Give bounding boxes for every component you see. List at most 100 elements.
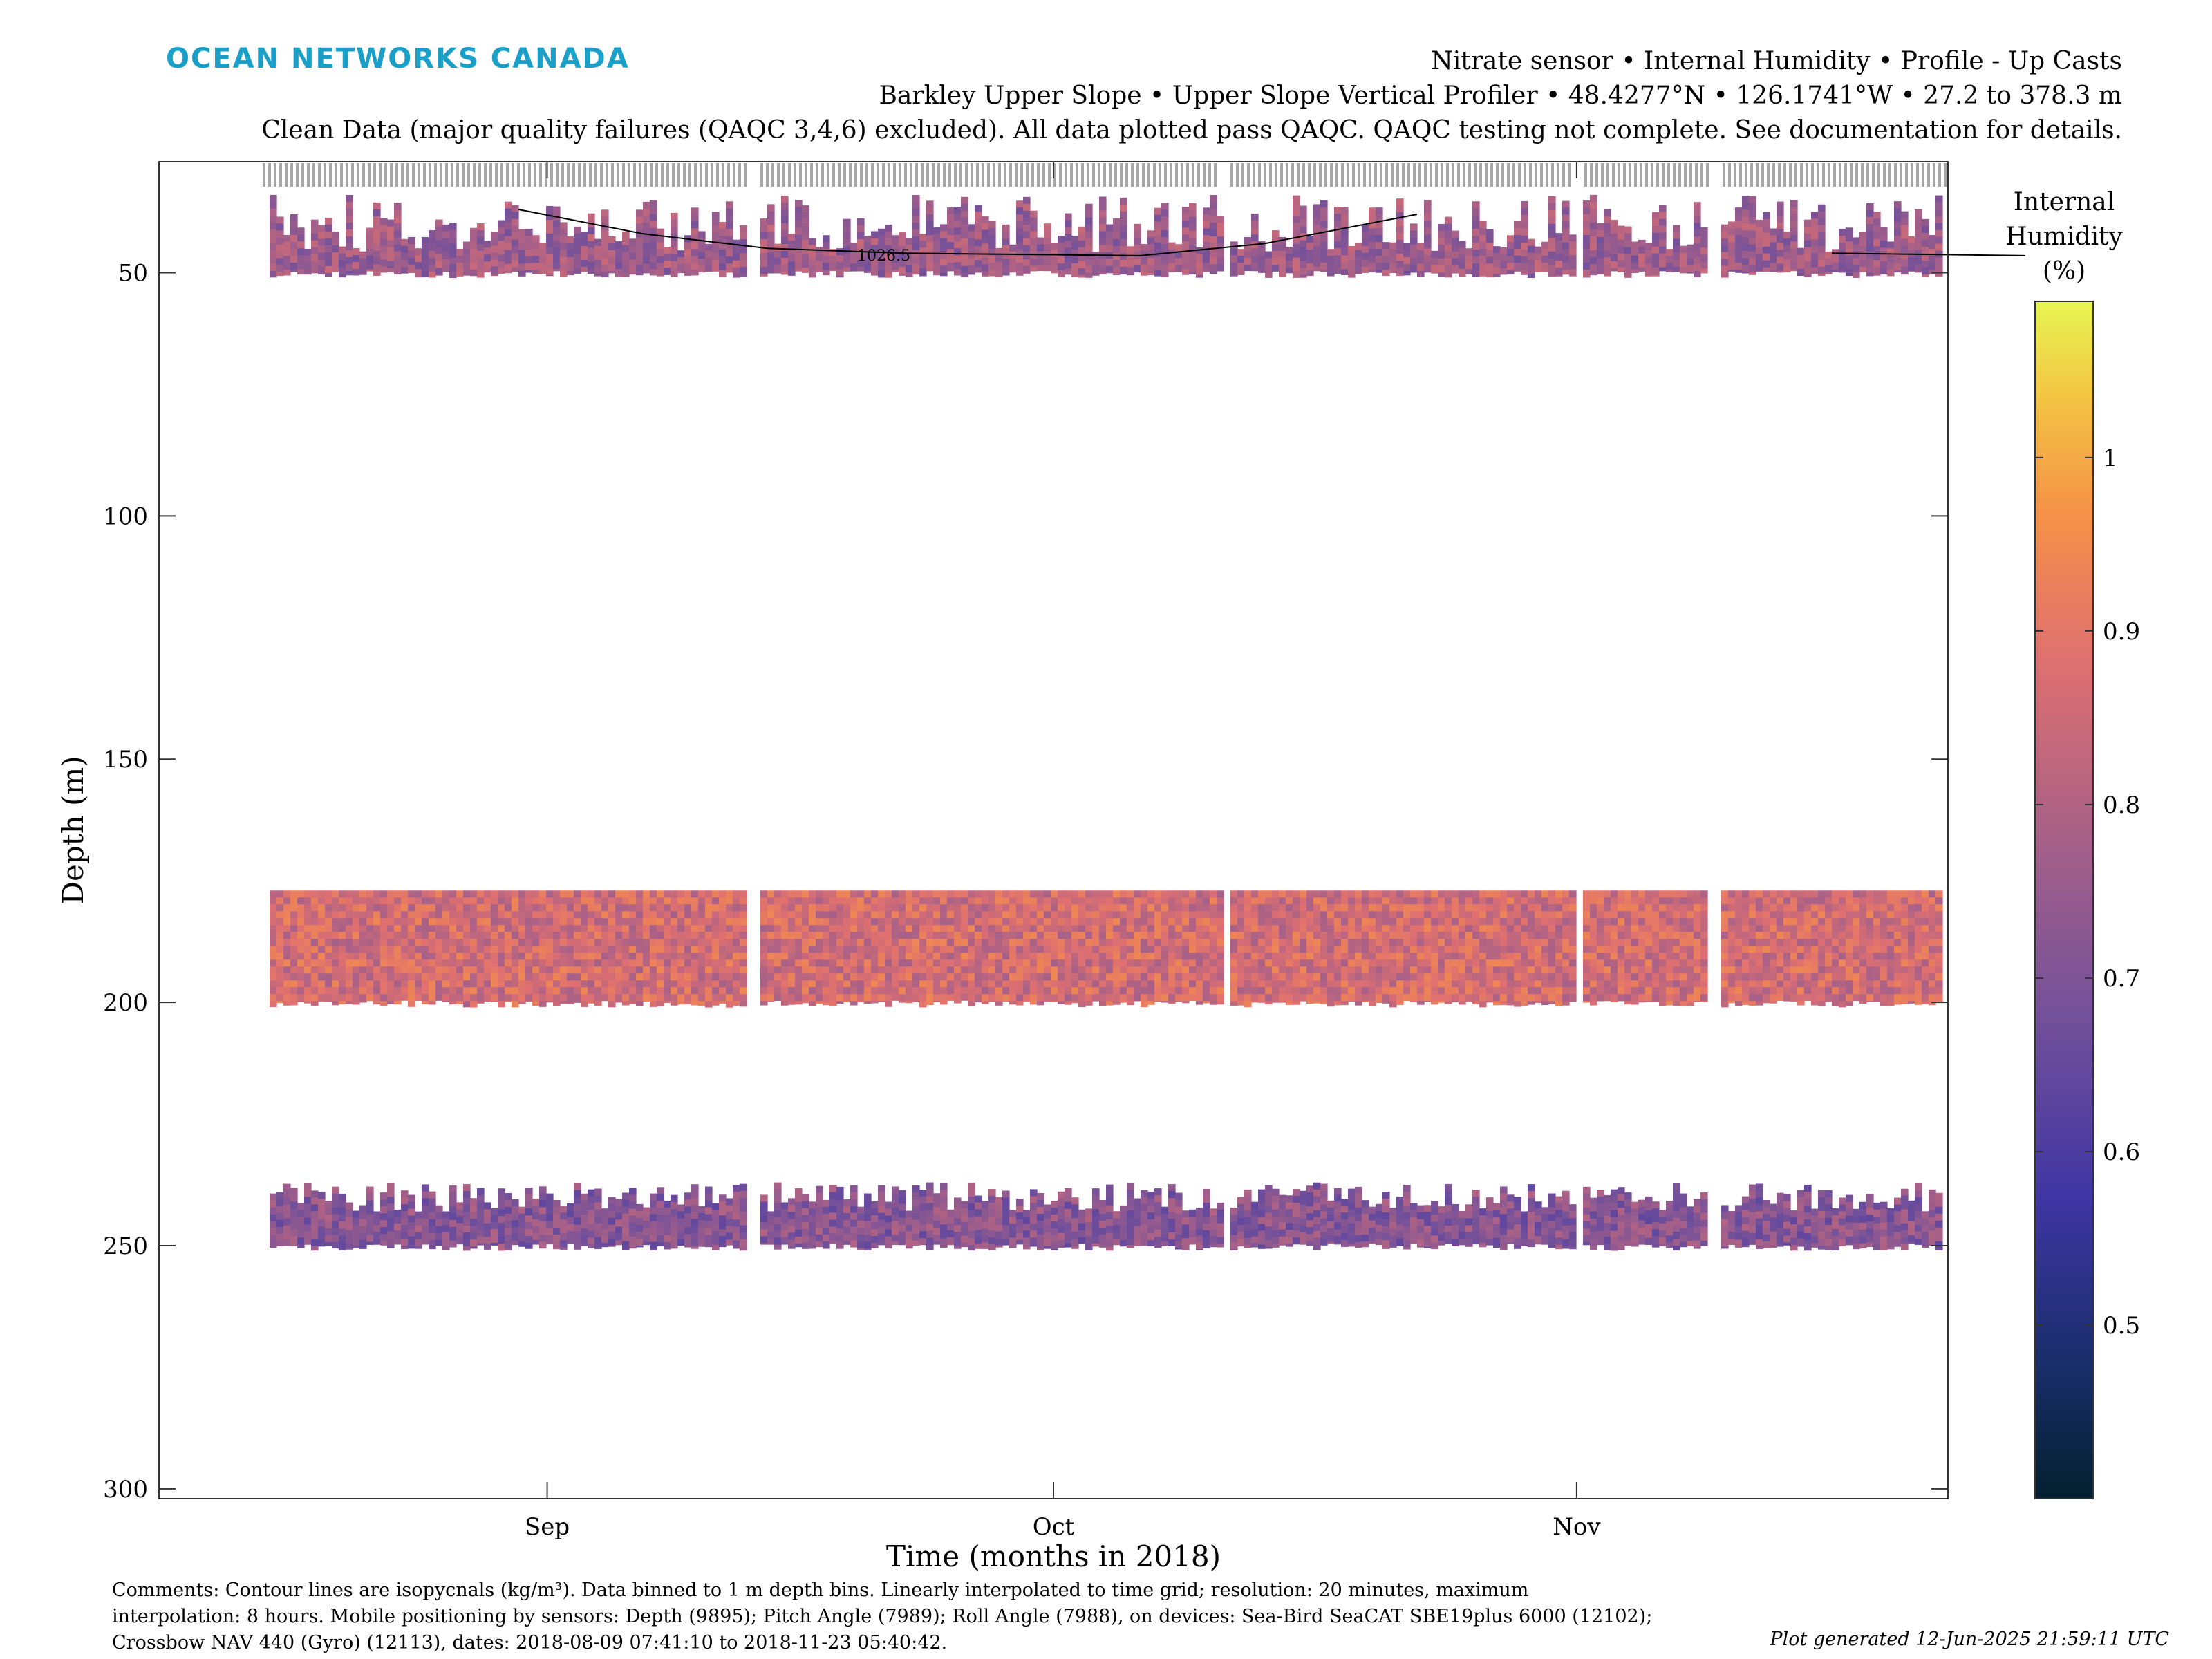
heatmap-cell bbox=[885, 953, 892, 960]
heatmap-cell bbox=[1300, 932, 1307, 939]
heatmap-cell bbox=[1306, 959, 1314, 967]
heatmap-cell bbox=[1894, 222, 1902, 229]
heatmap-cell bbox=[339, 959, 346, 967]
heatmap-cell bbox=[1286, 268, 1293, 274]
heatmap-cell bbox=[1293, 966, 1300, 974]
heatmap-cell bbox=[650, 234, 657, 243]
heatmap-cell bbox=[1659, 260, 1667, 268]
heatmap-cell bbox=[1465, 1001, 1473, 1002]
heatmap-cell bbox=[387, 973, 395, 981]
heatmap-cell bbox=[643, 966, 650, 974]
heatmap-cell bbox=[560, 987, 568, 995]
heatmap-cell bbox=[926, 897, 934, 905]
heatmap-cell bbox=[525, 966, 533, 974]
heatmap-cell bbox=[802, 247, 809, 254]
heatmap-cell bbox=[1541, 262, 1549, 270]
heatmap-cell bbox=[712, 925, 720, 932]
heatmap-cell bbox=[380, 238, 388, 247]
heatmap-cell bbox=[1258, 925, 1266, 932]
heatmap-cell bbox=[1790, 207, 1798, 215]
heatmap-cell bbox=[1445, 925, 1452, 932]
heatmap-cell bbox=[394, 939, 402, 946]
heatmap-cell bbox=[1175, 932, 1183, 939]
heatmap-cell bbox=[781, 1001, 789, 1006]
header-line-1: Nitrate sensor • Internal Humidity • Pro… bbox=[1431, 47, 2122, 75]
heatmap-cell bbox=[1092, 259, 1100, 266]
heatmap-cell bbox=[1099, 217, 1107, 225]
heatmap-cell bbox=[1369, 228, 1376, 236]
heatmap-cell bbox=[1445, 939, 1452, 946]
heatmap-cell bbox=[525, 959, 533, 967]
heatmap-cell bbox=[567, 925, 574, 932]
heatmap-cell bbox=[1403, 946, 1411, 953]
heatmap-cell bbox=[671, 953, 678, 960]
heatmap-cell bbox=[774, 994, 782, 1001]
heatmap-cell bbox=[1286, 994, 1293, 1002]
heatmap-cell bbox=[1009, 265, 1017, 273]
heatmap-cell bbox=[733, 953, 740, 960]
heatmap-cell bbox=[1230, 953, 1238, 960]
heatmap-cell bbox=[601, 932, 609, 939]
heatmap-cell bbox=[1037, 904, 1044, 912]
heatmap-cell bbox=[1016, 987, 1024, 995]
heatmap-cell bbox=[1438, 230, 1445, 238]
heatmap-cell bbox=[373, 890, 381, 898]
heatmap-cell bbox=[1085, 245, 1093, 253]
heatmap-cell bbox=[1680, 252, 1687, 261]
heatmap-cell bbox=[442, 1001, 450, 1002]
heatmap-cell bbox=[1154, 263, 1162, 271]
heatmap-cell bbox=[1583, 242, 1591, 250]
heatmap-cell bbox=[1936, 271, 1943, 276]
heatmap-cell bbox=[1652, 274, 1660, 276]
heatmap-cell bbox=[297, 932, 305, 939]
heatmap-cell bbox=[574, 953, 581, 960]
heatmap-cell bbox=[339, 904, 346, 912]
heatmap-cell bbox=[802, 261, 809, 268]
heatmap-cell bbox=[353, 925, 360, 932]
heatmap-cell bbox=[1313, 911, 1321, 919]
heatmap-cell bbox=[788, 261, 796, 269]
heatmap-cell bbox=[636, 897, 644, 905]
heatmap-cell bbox=[353, 904, 360, 912]
heatmap-cell bbox=[774, 959, 782, 967]
heatmap-cell bbox=[608, 953, 616, 960]
heatmap-cell bbox=[1901, 211, 1909, 219]
heatmap-cell bbox=[442, 259, 450, 267]
heatmap-cell bbox=[574, 890, 581, 898]
heatmap-cell bbox=[1258, 254, 1266, 263]
heatmap-cell bbox=[615, 959, 623, 967]
heatmap-cell bbox=[1735, 228, 1743, 236]
heatmap-cell bbox=[864, 980, 872, 988]
heatmap-cell bbox=[843, 267, 851, 272]
heatmap-cell bbox=[1265, 994, 1273, 1002]
heatmap-cell bbox=[830, 904, 837, 912]
heatmap-cell bbox=[270, 904, 277, 912]
heatmap-cell bbox=[1037, 265, 1044, 272]
heatmap-cell bbox=[1279, 243, 1286, 252]
heatmap-cell bbox=[1258, 987, 1266, 995]
heatmap-cell bbox=[1590, 208, 1597, 216]
heatmap-cell bbox=[691, 918, 699, 926]
heatmap-cell bbox=[311, 268, 319, 274]
heatmap-cell bbox=[484, 966, 491, 974]
heatmap-cell bbox=[1507, 256, 1515, 263]
heatmap-cell bbox=[1721, 265, 1729, 274]
heatmap-cell bbox=[919, 953, 927, 960]
heatmap-cell bbox=[733, 897, 740, 905]
heatmap-cell bbox=[290, 255, 298, 263]
heatmap-cell bbox=[1472, 263, 1480, 271]
heatmap-cell bbox=[733, 994, 740, 1002]
heatmap-cell bbox=[463, 966, 471, 974]
heatmap-cell bbox=[512, 987, 519, 995]
heatmap-cell bbox=[1735, 249, 1743, 256]
heatmap-cell bbox=[774, 973, 782, 981]
heatmap-cell bbox=[684, 953, 692, 960]
heatmap-cell bbox=[1507, 980, 1515, 988]
heatmap-cell bbox=[871, 245, 879, 253]
heatmap-cell bbox=[1438, 980, 1445, 988]
heatmap-cell bbox=[885, 911, 892, 919]
heatmap-cell bbox=[1590, 215, 1597, 223]
heatmap-cell bbox=[1313, 232, 1321, 239]
heatmap-cell bbox=[1597, 223, 1604, 231]
heatmap-cell bbox=[1389, 980, 1397, 988]
